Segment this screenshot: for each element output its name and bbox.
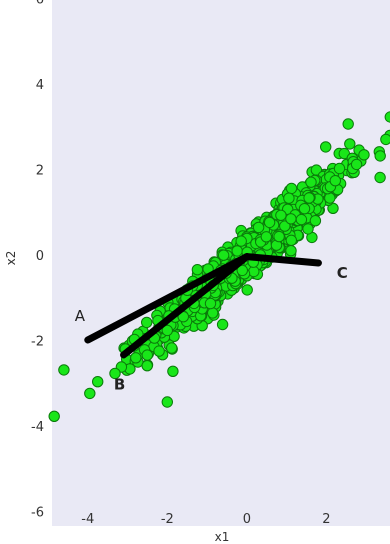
data-point (84, 387, 96, 400)
data-point (263, 216, 276, 229)
y-tick-label: -2 (31, 335, 44, 350)
data-point (48, 410, 60, 422)
data-point (141, 316, 153, 329)
vector-b-line (120, 253, 251, 359)
data-point (329, 175, 341, 187)
data-point (298, 203, 311, 215)
data-point (374, 171, 386, 184)
data-point (161, 396, 174, 408)
data-point (342, 118, 354, 130)
x-axis-label: x1 (215, 530, 230, 544)
data-point (141, 360, 153, 372)
vector-c-line (243, 253, 322, 267)
data-point (279, 220, 291, 232)
data-point (380, 133, 390, 146)
vectors: A B C (75, 253, 348, 393)
data-point (285, 245, 297, 257)
data-point (207, 307, 219, 319)
y-tick-label: 0 (36, 249, 44, 264)
data-point (92, 376, 104, 388)
y-tick-label: -4 (31, 420, 44, 435)
data-point (350, 158, 363, 171)
data-point (252, 221, 265, 234)
data-point (161, 324, 174, 337)
y-tick-label: 6 (36, 0, 44, 8)
data-point (235, 235, 247, 247)
data-point (302, 223, 314, 235)
data-point (285, 213, 297, 225)
y-axis-label: x2 (4, 251, 18, 266)
y-tick-label: 2 (36, 164, 44, 179)
data-point (58, 364, 70, 376)
x-tick-label: -4 (81, 512, 94, 527)
vector-c-label: C (337, 264, 348, 282)
x-tick-label: 2 (322, 512, 330, 527)
data-point (333, 162, 346, 175)
data-point (216, 318, 229, 331)
data-point (275, 209, 287, 222)
x-tick-label: 0 (243, 512, 251, 527)
data-point (309, 215, 322, 227)
data-point (303, 192, 315, 204)
data-point (167, 365, 179, 377)
data-point (283, 192, 295, 204)
data-point (130, 352, 142, 364)
data-point (153, 345, 165, 357)
vector-b-label: B (114, 375, 125, 393)
data-point (241, 284, 253, 296)
data-point (305, 176, 317, 188)
data-point (191, 264, 204, 276)
data-point (344, 138, 356, 150)
data-point (285, 182, 298, 195)
y-tick-labels: 6 4 2 0 -2 -4 -6 (31, 0, 44, 521)
vector-a-label: A (75, 307, 86, 325)
data-point (358, 149, 370, 161)
data-point (141, 349, 154, 361)
data-point (273, 230, 285, 243)
data-point (295, 213, 308, 226)
x-tick-label: -2 (161, 512, 174, 527)
data-point (217, 249, 230, 261)
data-point (231, 245, 243, 257)
data-point (236, 264, 249, 277)
data-point (384, 111, 390, 123)
data-point (285, 234, 297, 247)
y-tick-label: -6 (31, 506, 44, 521)
data-point (320, 141, 332, 153)
y-tick-label: 4 (36, 78, 44, 93)
data-point (260, 231, 272, 243)
data-point (374, 150, 386, 162)
data-point (109, 367, 121, 380)
x-tick-labels: -4 -2 0 2 (81, 512, 330, 527)
data-point (166, 342, 178, 354)
vector-a-line (84, 253, 251, 344)
data-point (204, 297, 217, 310)
data-point (324, 192, 336, 204)
